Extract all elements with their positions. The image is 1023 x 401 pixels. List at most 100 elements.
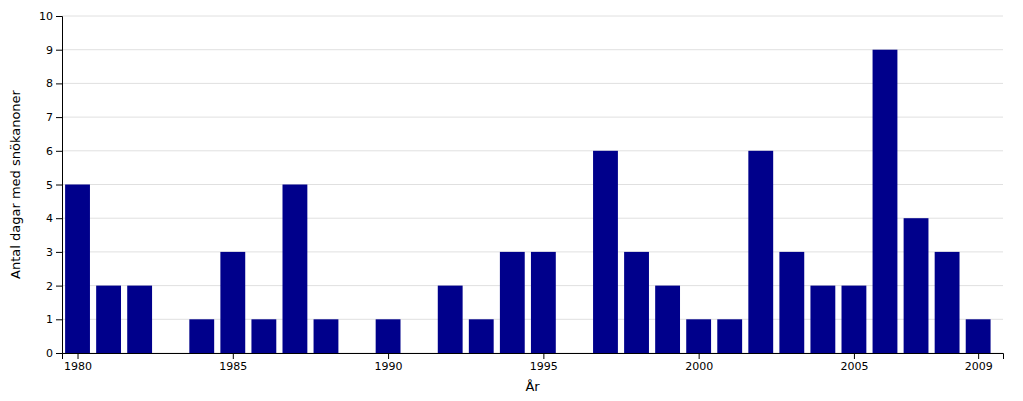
tick: 2009 — [965, 353, 993, 373]
tick-mark — [388, 353, 389, 359]
tick: 5 — [46, 179, 62, 192]
plot: 1980 1985 1990 1995 2000 2005 2009 0 1 2 3 4 5 6 7 8 9 10 — [39, 10, 1004, 373]
tick-mark — [56, 185, 62, 186]
bar — [96, 286, 121, 353]
tick: 1980 — [64, 353, 92, 373]
bar — [220, 252, 245, 353]
tick-label: 4 — [46, 212, 53, 225]
tick-mark — [56, 319, 62, 320]
tick: 1985 — [219, 353, 247, 373]
tick: 7 — [46, 111, 62, 124]
tick: 3 — [46, 246, 62, 259]
bar — [748, 151, 773, 353]
grid-line — [62, 218, 1003, 219]
tick-label: 2000 — [685, 360, 713, 373]
tick-label: 6 — [46, 145, 53, 158]
tick-mark — [978, 353, 979, 359]
bar — [282, 185, 307, 354]
tick-mark — [56, 353, 62, 354]
tick-mark — [56, 151, 62, 152]
tick-label: 1995 — [530, 360, 558, 373]
tick-mark — [78, 353, 79, 359]
chart: 1980 1985 1990 1995 2000 2005 2009 0 1 2 3 4 5 6 7 8 9 10… — [0, 0, 1023, 401]
tick-label: 1990 — [375, 360, 403, 373]
bar — [531, 252, 556, 353]
y-axis-title: Antal dagar med snökanoner — [8, 89, 23, 279]
bar — [376, 319, 401, 353]
tick-label: 1980 — [64, 360, 92, 373]
tick-mark — [56, 83, 62, 84]
tick-label: 5 — [46, 179, 53, 192]
tick-label: 1 — [46, 313, 53, 326]
tick: 0 — [46, 347, 62, 360]
tick-mark — [56, 218, 62, 219]
tick-label: 7 — [46, 111, 53, 124]
grid-line — [62, 49, 1003, 50]
x-axis: 1980 1985 1990 1995 2000 2005 2009 — [63, 353, 1004, 373]
bar — [717, 319, 742, 353]
grid-line — [62, 16, 1003, 17]
bar — [779, 252, 804, 353]
tick: 10 — [39, 10, 62, 23]
tick: 2 — [46, 280, 62, 293]
bar — [251, 319, 276, 353]
grid-line — [62, 117, 1003, 118]
tick-mark — [56, 252, 62, 253]
tick-label: 0 — [46, 347, 53, 360]
chart-container: 1980 1985 1990 1995 2000 2005 2009 0 1 2 3 4 5 6 7 8 9 10… — [0, 0, 1023, 401]
tick-label: 2 — [46, 280, 53, 293]
bar — [345, 353, 370, 354]
bars — [65, 50, 990, 353]
tick: 6 — [46, 145, 62, 158]
tick: 4 — [46, 212, 62, 225]
tick: 2005 — [840, 353, 868, 373]
y-axis: 0 1 2 3 4 5 6 7 8 9 10 — [39, 10, 63, 360]
bar — [966, 319, 991, 353]
tick-mark — [699, 353, 700, 359]
tick: 8 — [46, 77, 62, 90]
tick-mark — [854, 353, 855, 359]
bar — [438, 286, 463, 353]
bar — [158, 353, 183, 354]
tick-label: 3 — [46, 246, 53, 259]
bar — [624, 252, 649, 353]
tick: 2000 — [685, 353, 713, 373]
grid-line — [62, 184, 1003, 185]
tick: 9 — [46, 44, 62, 57]
tick-mark — [233, 353, 234, 359]
tick-label: 8 — [46, 77, 53, 90]
bar — [873, 50, 898, 353]
tick-label: 1985 — [219, 360, 247, 373]
bar — [314, 319, 339, 353]
tick: 1995 — [530, 353, 558, 373]
tick-mark — [543, 353, 544, 359]
bar — [500, 252, 525, 353]
bar — [189, 319, 214, 353]
grid — [62, 16, 1003, 353]
tick-mark — [56, 50, 62, 51]
x-axis-title: År — [525, 379, 540, 394]
bar — [127, 286, 152, 353]
tick: 1990 — [375, 353, 403, 373]
grid-line — [62, 83, 1003, 84]
bar — [842, 286, 867, 353]
bar — [935, 252, 960, 353]
tick-mark — [56, 286, 62, 287]
bar — [562, 353, 587, 354]
tick: 1 — [46, 313, 62, 326]
bar — [65, 185, 90, 354]
bar — [655, 286, 680, 353]
tick-label: 2005 — [840, 360, 868, 373]
tick-mark — [56, 117, 62, 118]
tick-mark — [56, 16, 62, 17]
bar — [407, 353, 432, 354]
bar — [469, 319, 494, 353]
axis-line — [63, 354, 1004, 360]
tick-label: 9 — [46, 44, 53, 57]
bar — [686, 319, 711, 353]
grid-line — [62, 150, 1003, 151]
tick-label: 10 — [39, 10, 53, 23]
bar — [904, 218, 929, 353]
bar — [593, 151, 618, 353]
axis-line — [56, 17, 63, 354]
